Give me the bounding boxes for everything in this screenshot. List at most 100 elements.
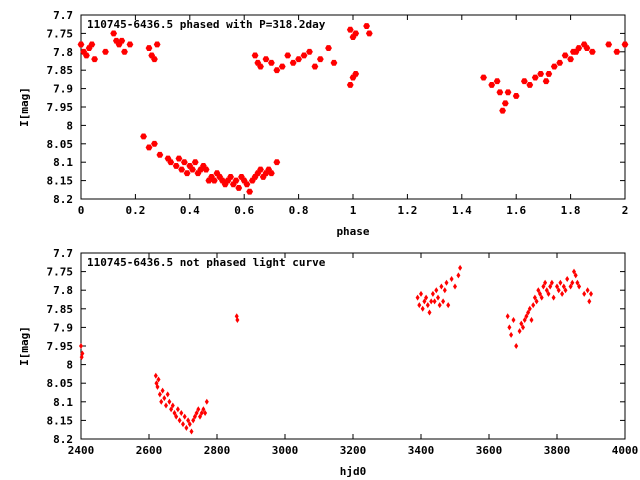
data-point (453, 283, 457, 290)
data-point (199, 409, 204, 416)
x-tick-label: 3400 (408, 444, 435, 457)
data-point (167, 398, 172, 405)
data-point (346, 81, 354, 88)
data-point (517, 328, 522, 335)
data-point (605, 41, 613, 48)
data-point (439, 283, 444, 290)
data-point (204, 398, 209, 405)
data-point (201, 406, 206, 413)
data-point (425, 302, 430, 309)
x-tick-label: 1.4 (452, 204, 472, 217)
y-tick-label: 8.05 (47, 377, 74, 390)
data-point (432, 298, 437, 305)
data-point (189, 428, 194, 435)
data-point (526, 309, 531, 316)
data-point (182, 413, 187, 420)
data-point (444, 279, 449, 286)
data-point (507, 324, 512, 331)
data-point (325, 45, 332, 52)
data-point (536, 287, 541, 294)
data-point (583, 45, 591, 52)
data-point (151, 56, 158, 63)
x-tick-label: 3000 (272, 444, 299, 457)
data-point (177, 417, 182, 424)
data-point (289, 59, 297, 66)
data-point (544, 287, 549, 294)
data-point (140, 133, 147, 140)
data-point (118, 37, 126, 44)
data-point (284, 52, 292, 59)
y-tick-label: 7.75 (47, 27, 74, 40)
data-point (273, 159, 281, 166)
data-point (575, 45, 583, 52)
data-point (126, 41, 134, 48)
data-point (437, 302, 442, 309)
data-point (196, 406, 201, 413)
x-tick-label: 3200 (340, 444, 367, 457)
data-point (246, 188, 254, 195)
data-point (169, 406, 174, 413)
data-point (191, 159, 199, 166)
data-point (198, 413, 202, 420)
data-point (278, 63, 286, 70)
data-point (257, 63, 264, 70)
data-point (572, 268, 576, 275)
data-point (575, 279, 580, 286)
data-point (493, 78, 501, 85)
data-point (145, 45, 153, 52)
data-point (186, 417, 191, 424)
data-point (504, 89, 512, 96)
data-point (582, 290, 587, 297)
data-point (589, 290, 593, 297)
data-point (311, 63, 319, 70)
data-point (613, 48, 621, 55)
y-tick-label: 7.85 (47, 64, 74, 77)
data-point (480, 74, 487, 81)
data-point (456, 272, 461, 279)
data-point (227, 173, 234, 180)
data-point (588, 48, 596, 55)
y-tick-label: 7.8 (53, 284, 73, 297)
x-tick-label: 2400 (68, 444, 95, 457)
data-point (172, 409, 177, 416)
data-point (458, 264, 463, 271)
x-axis-label: phase (336, 225, 369, 238)
data-point (542, 78, 550, 85)
data-point (151, 140, 158, 147)
data-point (365, 30, 373, 37)
data-point (434, 287, 439, 294)
y-tick-label: 7.7 (53, 247, 73, 260)
data-point (522, 316, 527, 323)
data-point (570, 279, 575, 286)
data-point (501, 100, 509, 107)
y-tick-label: 7.9 (53, 321, 73, 334)
phased-light-curve-chart: 0 0.2 0.4 0.6 0.8 1 1.2 1.4 1.6 1.8 2 7.7 7.75 7.8 7.8… (18, 9, 629, 238)
x-tick-label: 1.2 (397, 204, 417, 217)
x-tick-label: 0.8 (289, 204, 309, 217)
data-point (189, 166, 196, 173)
data-point (563, 287, 568, 294)
data-point (83, 52, 90, 59)
data-point (183, 170, 191, 177)
data-point (180, 159, 188, 166)
data-point (316, 56, 324, 63)
data-point (529, 316, 534, 323)
x-tick-label: 3600 (476, 444, 503, 457)
x-axis-label: hjd0 (340, 465, 367, 478)
data-point (519, 320, 524, 327)
data-point (91, 56, 98, 63)
x-tick-label: 0 (78, 204, 85, 217)
y-tick-label: 7.95 (47, 101, 74, 114)
chart-title: 110745-6436.5 phased with P=318.2day (87, 18, 326, 31)
data-point (538, 290, 542, 297)
data-point (330, 59, 338, 66)
y-tick-label: 7.9 (53, 83, 73, 96)
data-point (449, 276, 454, 283)
data-point (170, 402, 175, 409)
data-point (300, 52, 308, 59)
x-tick-label: 2 (622, 204, 629, 217)
data-point (346, 26, 354, 33)
y-tick-label: 7.75 (47, 266, 74, 279)
data-point (541, 283, 546, 290)
y-tick-label: 8.1 (53, 396, 73, 409)
